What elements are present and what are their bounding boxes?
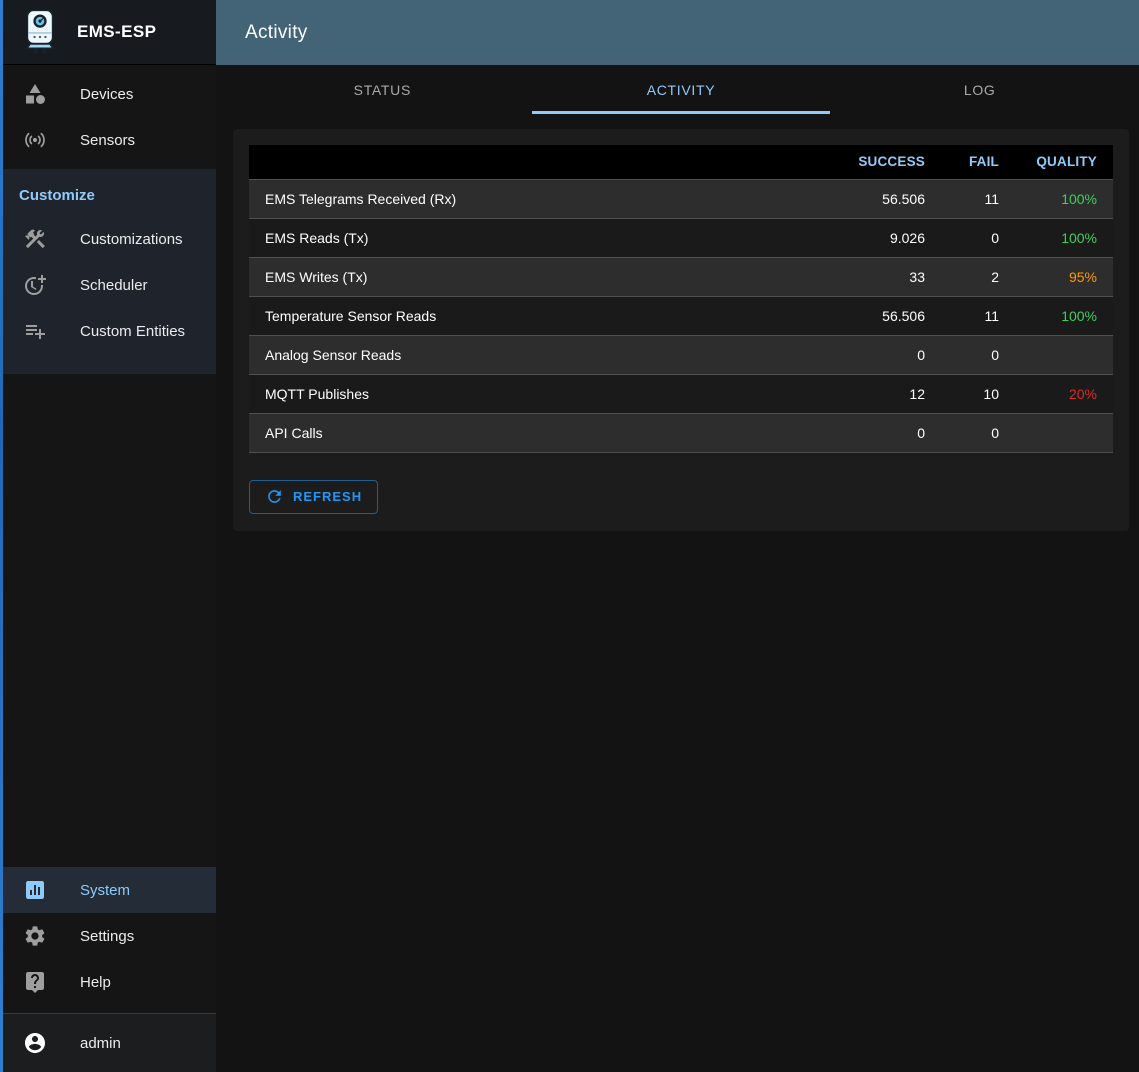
sidebar-item-label: Custom Entities	[80, 322, 186, 340]
fail-cell: 0	[941, 218, 1015, 258]
analytics-icon	[23, 878, 47, 902]
sidebar-bottom-menu: System Settings Help	[3, 867, 216, 1005]
sidebar-item-customizations[interactable]: Customizations	[3, 216, 216, 262]
sidebar-item-scheduler[interactable]: Scheduler	[3, 262, 216, 308]
table-row-api-calls: API Calls 0 0	[249, 412, 1113, 453]
column-header-fail: FAIL	[941, 145, 1015, 179]
main-area: Activity STATUS ACTIVITY LOG SUCCESS FAIL QU…	[216, 0, 1139, 1072]
sidebar-item-devices[interactable]: Devices	[3, 71, 216, 117]
metric-name-cell: Analog Sensor Reads	[249, 334, 821, 375]
boiler-logo-icon	[19, 8, 61, 56]
table-row-analog-sensor-reads: Analog Sensor Reads 0 0	[249, 334, 1113, 375]
metric-name-cell: API Calls	[249, 412, 821, 453]
sidebar-item-custom-entities[interactable]: Custom Entities	[3, 308, 216, 354]
sidebar-spacer	[3, 374, 216, 867]
sidebar-item-label: Customizations	[80, 230, 183, 248]
success-cell: 0	[821, 334, 941, 375]
account-circle-icon	[23, 1031, 47, 1055]
fail-cell: 2	[941, 256, 1015, 297]
success-cell: 56.506	[821, 178, 941, 219]
sidebar-item-label: Sensors	[80, 131, 136, 149]
success-cell: 56.506	[821, 296, 941, 336]
fail-cell: 10	[941, 374, 1015, 414]
fail-cell: 11	[941, 178, 1015, 219]
playlist-add-icon	[23, 319, 47, 343]
activity-card: SUCCESS FAIL QUALITY EMS Telegrams Receive…	[233, 129, 1129, 531]
fail-cell: 0	[941, 412, 1015, 453]
help-icon	[23, 970, 47, 994]
devices-category-icon	[23, 82, 47, 106]
app-bar: Activity	[216, 0, 1139, 65]
quality-cell: 100%	[1015, 218, 1113, 258]
refresh-icon	[265, 487, 284, 506]
table-row-ems-reads-tx: EMS Reads (Tx) 9.026 0 100%	[249, 218, 1113, 258]
sidebar-user-block: admin	[3, 1013, 216, 1072]
success-cell: 12	[821, 374, 941, 414]
sidebar-item-label: admin	[80, 1034, 121, 1052]
quality-cell: 20%	[1015, 374, 1113, 414]
sidebar-item-label: Scheduler	[80, 276, 148, 294]
metric-name-cell: MQTT Publishes	[249, 374, 821, 414]
table-row-ems-writes-tx: EMS Writes (Tx) 33 2 95%	[249, 256, 1113, 297]
sidebar-item-admin[interactable]: admin	[3, 1014, 216, 1072]
sidebar-item-help[interactable]: Help	[3, 959, 216, 1005]
refresh-button[interactable]: REFRESH	[249, 479, 379, 514]
sidebar-item-sensors[interactable]: Sensors	[3, 117, 216, 163]
tab-log[interactable]: LOG	[963, 82, 996, 98]
quality-cell: 100%	[1015, 178, 1113, 219]
sidebar-item-label: System	[80, 881, 131, 899]
table-header-row: SUCCESS FAIL QUALITY	[249, 145, 1113, 179]
sensors-icon	[23, 128, 47, 152]
column-header-quality: QUALITY	[1015, 145, 1113, 179]
success-cell: 9.026	[821, 218, 941, 258]
tab-status[interactable]: STATUS	[353, 82, 412, 98]
sidebar-item-label: Settings	[80, 927, 135, 945]
metric-name-cell: EMS Telegrams Received (Rx)	[249, 178, 821, 219]
quality-cell: 95%	[1015, 256, 1113, 297]
metric-name-cell: Temperature Sensor Reads	[249, 296, 821, 336]
sidebar-item-label: Devices	[80, 85, 134, 103]
page-title: Activity	[245, 21, 308, 43]
sidebar: EMS-ESP Devices Sensors Customize Customi…	[3, 0, 216, 1072]
construction-icon	[23, 227, 47, 251]
tab-bar: STATUS ACTIVITY LOG	[233, 66, 1129, 114]
window-edge-strip	[0, 0, 3, 1072]
table-row-ems-telegrams-received-rx: EMS Telegrams Received (Rx) 56.506 11 100%	[249, 178, 1113, 219]
activity-table-body: EMS Telegrams Received (Rx) 56.506 11 100% E…	[249, 178, 1113, 453]
column-header-name	[249, 145, 821, 179]
app-title: EMS-ESP	[77, 22, 157, 41]
more-time-icon	[23, 273, 47, 297]
tab-activity[interactable]: ACTIVITY	[531, 66, 831, 114]
sidebar-item-system[interactable]: System	[3, 867, 216, 913]
fail-cell: 0	[941, 334, 1015, 375]
refresh-button-label: REFRESH	[293, 489, 363, 504]
activity-table: SUCCESS FAIL QUALITY EMS Telegrams Receive…	[249, 145, 1113, 453]
app-logo-block: EMS-ESP	[3, 0, 216, 65]
quality-cell: 100%	[1015, 296, 1113, 336]
sidebar-main-menu: Devices Sensors	[3, 65, 216, 169]
customize-section-label: Customize	[19, 187, 95, 204]
fail-cell: 11	[941, 296, 1015, 336]
sidebar-item-settings[interactable]: Settings	[3, 913, 216, 959]
gear-icon	[23, 924, 47, 948]
column-header-success: SUCCESS	[821, 145, 941, 179]
success-cell: 33	[821, 256, 941, 297]
sidebar-customize-menu: Customizations Scheduler Custom Entities	[3, 216, 216, 354]
table-row-temperature-sensor-reads: Temperature Sensor Reads 56.506 11 100%	[249, 296, 1113, 336]
metric-name-cell: EMS Reads (Tx)	[249, 218, 821, 258]
quality-cell	[1015, 412, 1113, 453]
success-cell: 0	[821, 412, 941, 453]
metric-name-cell: EMS Writes (Tx)	[249, 256, 821, 297]
table-row-mqtt-publishes: MQTT Publishes 12 10 20%	[249, 374, 1113, 414]
sidebar-item-label: Help	[80, 973, 111, 991]
quality-cell	[1015, 334, 1113, 375]
sidebar-customize-section: Customize Customizations Scheduler Custom …	[3, 169, 216, 374]
